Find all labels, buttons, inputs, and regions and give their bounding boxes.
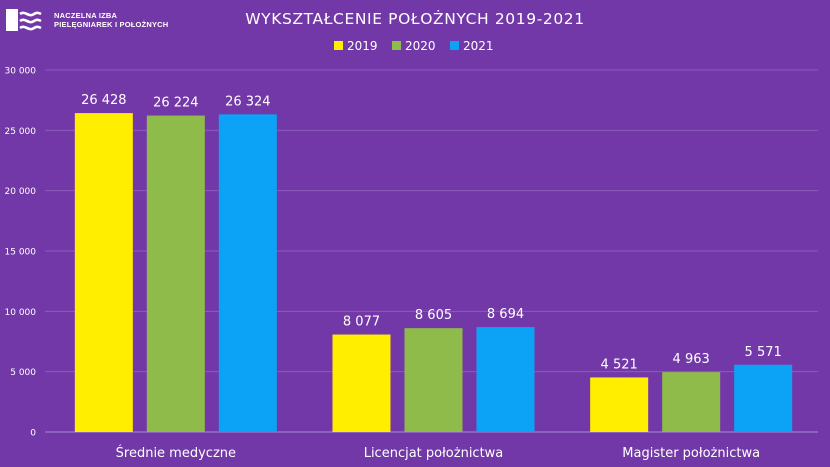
bars: 26 428 26 224 26 324 8 077 8 605 8 694 4 521 4 …	[74, 93, 793, 433]
y-tick-label: 0	[30, 429, 36, 439]
legend-swatch	[392, 41, 401, 50]
data-label: 8 077	[343, 315, 380, 330]
logo-wave-icon	[6, 9, 42, 31]
data-label: 26 324	[225, 94, 271, 109]
legend: 2019 2020 2021	[334, 39, 494, 53]
bar-2021	[476, 327, 535, 432]
bar-2019	[590, 377, 649, 432]
legend-label: 2021	[463, 39, 494, 53]
logo-text: NACZELNA IZBA PIELĘGNIAREK I POŁOŻNYCH	[54, 11, 168, 29]
data-label: 26 428	[81, 93, 127, 108]
y-tick-label: 20 000	[5, 187, 37, 197]
y-tick-label: 25 000	[5, 127, 37, 137]
y-tick-label: 15 000	[5, 248, 37, 258]
y-tick-label: 30 000	[5, 67, 37, 77]
data-label: 26 224	[153, 96, 199, 111]
data-label: 8 694	[487, 307, 524, 322]
chart-title: WYKSZTAŁCENIE POŁOŻNYCH 2019-2021	[245, 9, 584, 28]
bar-2020	[662, 372, 721, 432]
legend-label: 2020	[405, 39, 436, 53]
data-label: 4 963	[673, 352, 710, 367]
x-axis: Średnie medyczne Licencjat położnictwa Mag…	[116, 445, 760, 461]
y-axis: 0 5 000 10 000 15 000 20 000 25 000 30 000	[5, 67, 37, 439]
bar-2020	[404, 328, 463, 432]
logo-line-1: NACZELNA IZBA	[54, 11, 118, 20]
x-tick-label: Magister położnictwa	[622, 446, 760, 461]
data-label: 4 521	[601, 357, 638, 372]
bar-2021	[734, 364, 793, 432]
legend-label: 2019	[347, 39, 378, 53]
logo-line-2: PIELĘGNIAREK I POŁOŻNYCH	[54, 20, 169, 29]
y-tick-label: 10 000	[5, 308, 37, 318]
logo: NACZELNA IZBA PIELĘGNIAREK I POŁOŻNYCH	[4, 5, 194, 39]
legend-swatch	[334, 41, 343, 50]
x-tick-label: Licencjat położnictwa	[364, 446, 504, 461]
bar-2021	[218, 114, 277, 433]
bar-2019	[332, 334, 391, 432]
legend-swatch	[450, 41, 459, 50]
y-tick-label: 5 000	[10, 368, 36, 378]
data-label: 8 605	[415, 308, 452, 323]
bar-2019	[74, 113, 133, 432]
bar-2020	[146, 115, 205, 433]
x-tick-label: Średnie medyczne	[116, 445, 236, 461]
data-label: 5 571	[745, 345, 782, 360]
